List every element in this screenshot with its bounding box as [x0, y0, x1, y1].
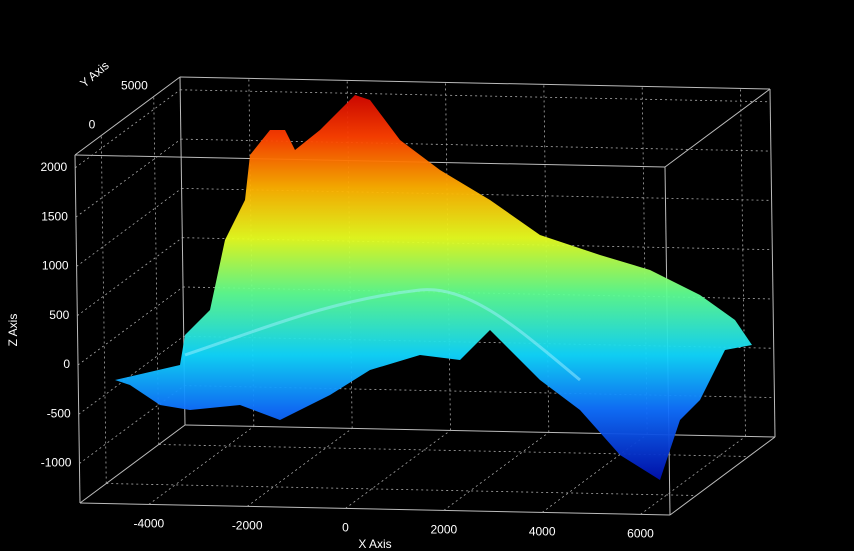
- surface: [115, 95, 752, 480]
- z-tick-label: 500: [49, 308, 69, 322]
- x-tick-label: -2000: [232, 519, 263, 533]
- z-tick-label: 2000: [40, 160, 67, 174]
- box-edge: [74, 154, 81, 504]
- x-tick-label: 0: [342, 521, 349, 535]
- y-axis-label: Y Axis: [77, 58, 111, 90]
- box-edge: [664, 88, 771, 168]
- box-edge: [669, 436, 776, 516]
- grid-line: [76, 188, 182, 267]
- grid-line: [106, 483, 697, 496]
- grid-line: [153, 96, 160, 445]
- grid-line: [248, 78, 255, 427]
- x-tick-label: 4000: [529, 525, 556, 539]
- x-tick-label: -4000: [133, 517, 164, 531]
- grid-line: [180, 138, 771, 152]
- z-tick-label: -1000: [41, 456, 72, 470]
- grid-line: [77, 286, 184, 366]
- grid-line: [77, 237, 183, 317]
- box-edge: [179, 76, 771, 90]
- grid-line: [445, 82, 451, 431]
- box-edge: [79, 502, 671, 516]
- x-axis-label: X Axis: [358, 537, 391, 551]
- z-axis-label: Z Axis: [6, 314, 20, 347]
- box-edge: [74, 76, 181, 156]
- grid-line: [443, 432, 550, 511]
- grid-line: [79, 385, 185, 464]
- grid-line: [75, 138, 182, 218]
- z-tick-label: -500: [47, 406, 71, 420]
- box-edge: [184, 424, 776, 438]
- z-tick-label: 1000: [42, 259, 69, 273]
- x-tick-label: 6000: [627, 527, 654, 541]
- y-tick-label: 0: [89, 118, 96, 132]
- grid-line: [541, 434, 648, 513]
- grid-line: [345, 430, 451, 509]
- grid-line: [180, 89, 771, 103]
- box-edge: [79, 424, 186, 504]
- z-tick-label: 0: [63, 357, 70, 371]
- grid-line: [148, 426, 255, 505]
- box-edge: [769, 88, 776, 438]
- grid-line: [78, 335, 184, 415]
- grid-line: [100, 135, 107, 484]
- grid-line: [74, 89, 181, 169]
- grid-line: [740, 88, 746, 437]
- grid-line: [246, 428, 353, 507]
- grid-line: [640, 436, 746, 515]
- z-tick-label: 1500: [41, 209, 68, 223]
- x-tick-label: 2000: [430, 523, 457, 537]
- grid-line: [641, 86, 648, 435]
- y-tick-label: 5000: [121, 79, 148, 93]
- surface-ridge: [184, 288, 581, 382]
- grid-line: [543, 84, 550, 433]
